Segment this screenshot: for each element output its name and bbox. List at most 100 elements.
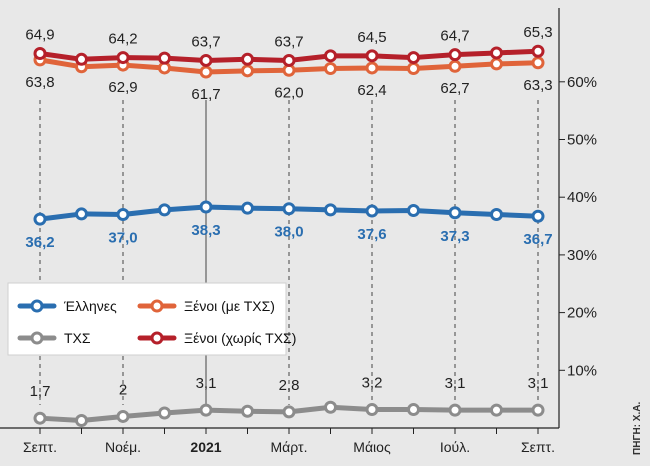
data-point [365, 204, 379, 218]
y-tick-label: 30% [567, 247, 597, 264]
data-point [448, 403, 462, 417]
y-tick-label: 60% [567, 74, 597, 91]
data-point [490, 57, 503, 71]
data-label: 65,3 [523, 24, 552, 41]
data-point [282, 53, 296, 67]
y-tick-label: 50% [567, 132, 597, 149]
data-label: 36,7 [523, 231, 552, 248]
data-point [407, 403, 420, 417]
data-point [199, 200, 213, 214]
data-label: 3,1 [445, 375, 466, 392]
legend-swatch-marker [150, 299, 164, 313]
data-label: 63,7 [191, 33, 220, 50]
data-point [531, 56, 545, 70]
data-point [365, 49, 379, 63]
data-point [324, 203, 337, 217]
data-point [282, 202, 296, 216]
data-label: 37,3 [440, 228, 469, 245]
data-point [365, 61, 379, 75]
data-point [199, 53, 213, 67]
data-label: 62,0 [274, 84, 303, 101]
axes: 10% 20% 30% 40% 50% 60% Σεπτ. Νοέμ. 2021 Μάρτ. Μάι… [0, 8, 597, 455]
data-label: 37,6 [357, 226, 386, 243]
data-label: 64,5 [357, 29, 386, 46]
data-point [324, 400, 337, 414]
data-point [490, 46, 503, 60]
data-label: 3,1 [528, 375, 549, 392]
data-label: 36,2 [25, 234, 54, 251]
data-label: 3,2 [362, 375, 383, 392]
data-label: 63,3 [523, 77, 552, 94]
x-tick-label: Σεπτ. [23, 439, 57, 455]
data-point [448, 59, 462, 73]
legend-swatch-marker [30, 331, 44, 345]
data-label: 63,8 [25, 74, 54, 91]
data-label: 62,4 [357, 82, 386, 99]
data-point [33, 47, 47, 61]
data-point [199, 65, 213, 79]
data-label: 3,1 [196, 375, 217, 392]
data-label: 64,7 [440, 28, 469, 45]
data-label: 2,8 [279, 377, 300, 394]
data-label: 62,9 [108, 79, 137, 96]
data-point [241, 201, 254, 215]
data-label: 64,9 [25, 27, 54, 44]
data-label: 38,3 [191, 222, 220, 239]
data-point [241, 404, 254, 418]
x-tick-label: 2021 [190, 439, 221, 455]
data-point [75, 207, 88, 221]
legend-label: Έλληνες [63, 298, 117, 314]
data-point [158, 203, 171, 217]
legend-swatch-marker [150, 331, 164, 345]
data-point [407, 203, 420, 217]
data-point [75, 413, 88, 427]
series-lines [33, 44, 545, 427]
data-label: 2 [119, 381, 127, 398]
data-point [116, 409, 130, 423]
y-tick-label: 40% [567, 189, 597, 206]
x-tick-label: Μάιος [353, 439, 391, 455]
legend-label: Ξένοι (χωρίς ΤΧΣ) [184, 330, 296, 346]
data-point [116, 51, 130, 65]
data-label: 64,2 [108, 31, 137, 48]
source-text: ΠΗΓΗ: Χ.Α. [632, 402, 643, 455]
data-label: 37,0 [108, 230, 137, 247]
data-label: 38,0 [274, 224, 303, 241]
legend-swatch-marker [30, 299, 44, 313]
data-label: 62,7 [440, 80, 469, 97]
data-label: 1,7 [30, 383, 51, 400]
data-point [407, 51, 420, 65]
data-point [531, 44, 545, 58]
data-label: 63,7 [274, 33, 303, 50]
x-tick-label: Ιούλ. [440, 439, 470, 455]
x-tick-label: Μάρτ. [271, 439, 308, 455]
legend: Έλληνες Ξένοι (με ΤΧΣ) ΤΧΣ Ξένοι (χωρίς ΤΧΣ… [7, 282, 296, 356]
data-point [33, 212, 47, 226]
legend-label: Ξένοι (με ΤΧΣ) [184, 298, 275, 314]
y-tick-label: 20% [567, 305, 597, 322]
data-point [33, 411, 47, 425]
x-tick-label: Σεπτ. [521, 439, 555, 455]
y-tick-label: 10% [567, 362, 597, 379]
source-note: ΠΗΓΗ: Χ.Α. [632, 402, 643, 455]
data-point [448, 48, 462, 62]
data-point [158, 406, 171, 420]
data-point [490, 403, 503, 417]
data-point [158, 51, 171, 65]
data-point [116, 208, 130, 222]
data-point [531, 209, 545, 223]
data-point [448, 206, 462, 220]
data-point [241, 64, 254, 78]
data-point [75, 52, 88, 66]
data-point [490, 208, 503, 222]
data-point [324, 49, 337, 63]
data-point [282, 405, 296, 419]
data-labels: 64,9 64,2 63,7 63,7 64,5 64,7 65,3 63,8 62,9 61,7… [25, 24, 552, 400]
data-point [365, 403, 379, 417]
x-tick-label: Νοέμ. [105, 439, 141, 455]
data-point [241, 52, 254, 66]
data-label: 61,7 [191, 86, 220, 103]
legend-box [7, 282, 287, 356]
data-point [324, 62, 337, 76]
